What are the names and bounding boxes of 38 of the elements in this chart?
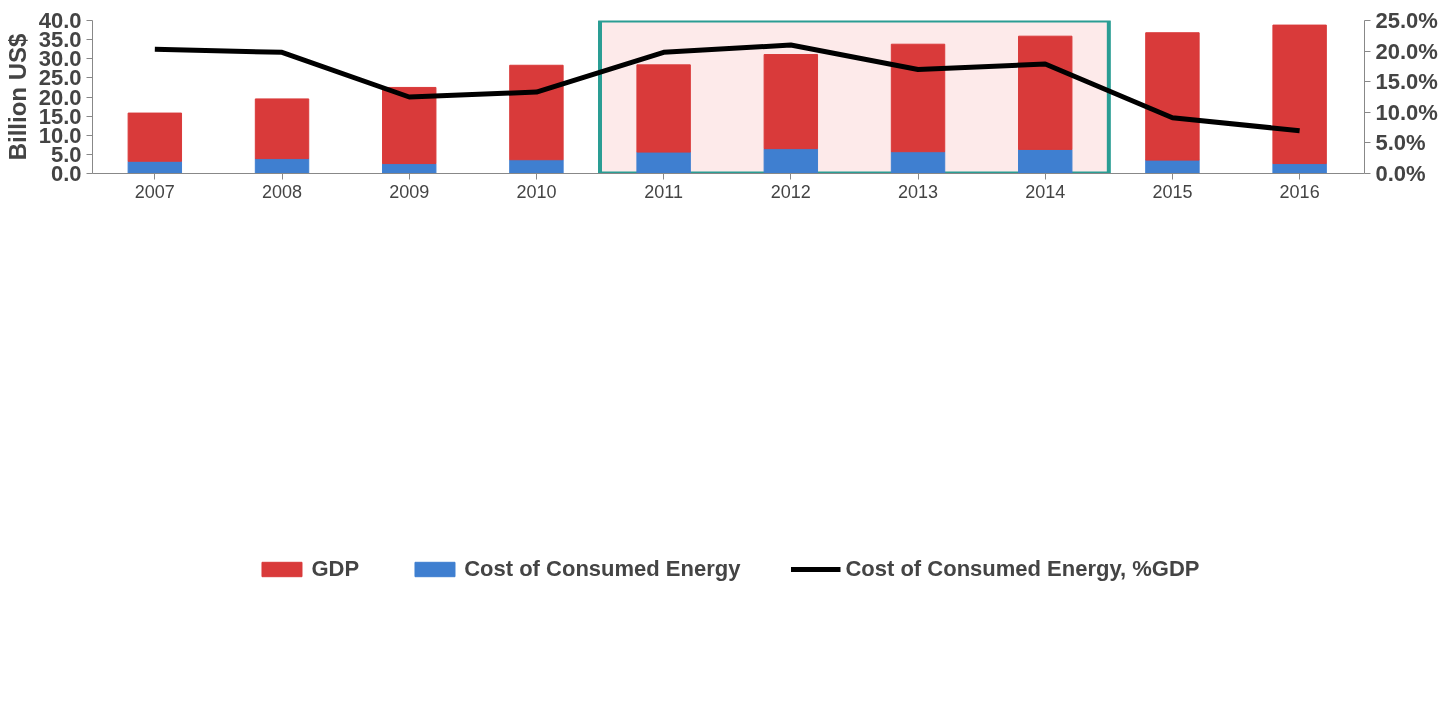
bar — [254, 98, 310, 160]
bar — [127, 112, 183, 162]
legend-label: Cost of Consumed Energy — [464, 555, 741, 582]
bar — [890, 43, 946, 153]
bar — [636, 151, 691, 174]
x-tick-label: 2007 — [134, 181, 175, 202]
x-tick-label: 2015 — [1152, 181, 1193, 202]
y2-tick-label: 20.0% — [1375, 38, 1438, 64]
bar — [382, 86, 437, 165]
x-tick-label: 2010 — [516, 181, 557, 202]
bar — [763, 148, 819, 174]
y2-tick-label: 15.0% — [1375, 69, 1438, 95]
x-tick-label: 2011 — [644, 181, 683, 202]
legend-label: Cost of Consumed Energy, %GDP — [845, 555, 1200, 582]
x-tick-label: 2012 — [770, 181, 811, 202]
bar — [254, 158, 310, 174]
bar — [1018, 148, 1073, 174]
y-tick-label: 40.0 — [38, 8, 82, 33]
y2-tick-label: 25.0% — [1375, 8, 1438, 33]
bar — [509, 64, 564, 161]
bar — [1145, 32, 1200, 161]
x-tick-label: 2014 — [1025, 181, 1066, 202]
x-tick-label: 2013 — [898, 181, 939, 202]
bar — [636, 64, 691, 153]
y2-tick-label: 0.0% — [1375, 161, 1426, 186]
y2-tick-label: 10.0% — [1375, 99, 1438, 125]
y-tick-label: 0.0 — [50, 161, 82, 186]
bar — [1018, 35, 1073, 150]
bar — [890, 151, 946, 174]
x-tick-label: 2008 — [262, 181, 303, 202]
bar — [509, 159, 564, 174]
y-axis-title: Billion US$ — [3, 33, 31, 161]
bar — [1272, 24, 1327, 165]
y2-tick-label: 5.0% — [1375, 130, 1426, 156]
x-tick-label: 2016 — [1279, 181, 1320, 202]
legend-label: GDP — [311, 555, 360, 582]
bar — [763, 54, 819, 150]
x-tick-label: 2009 — [389, 181, 430, 202]
